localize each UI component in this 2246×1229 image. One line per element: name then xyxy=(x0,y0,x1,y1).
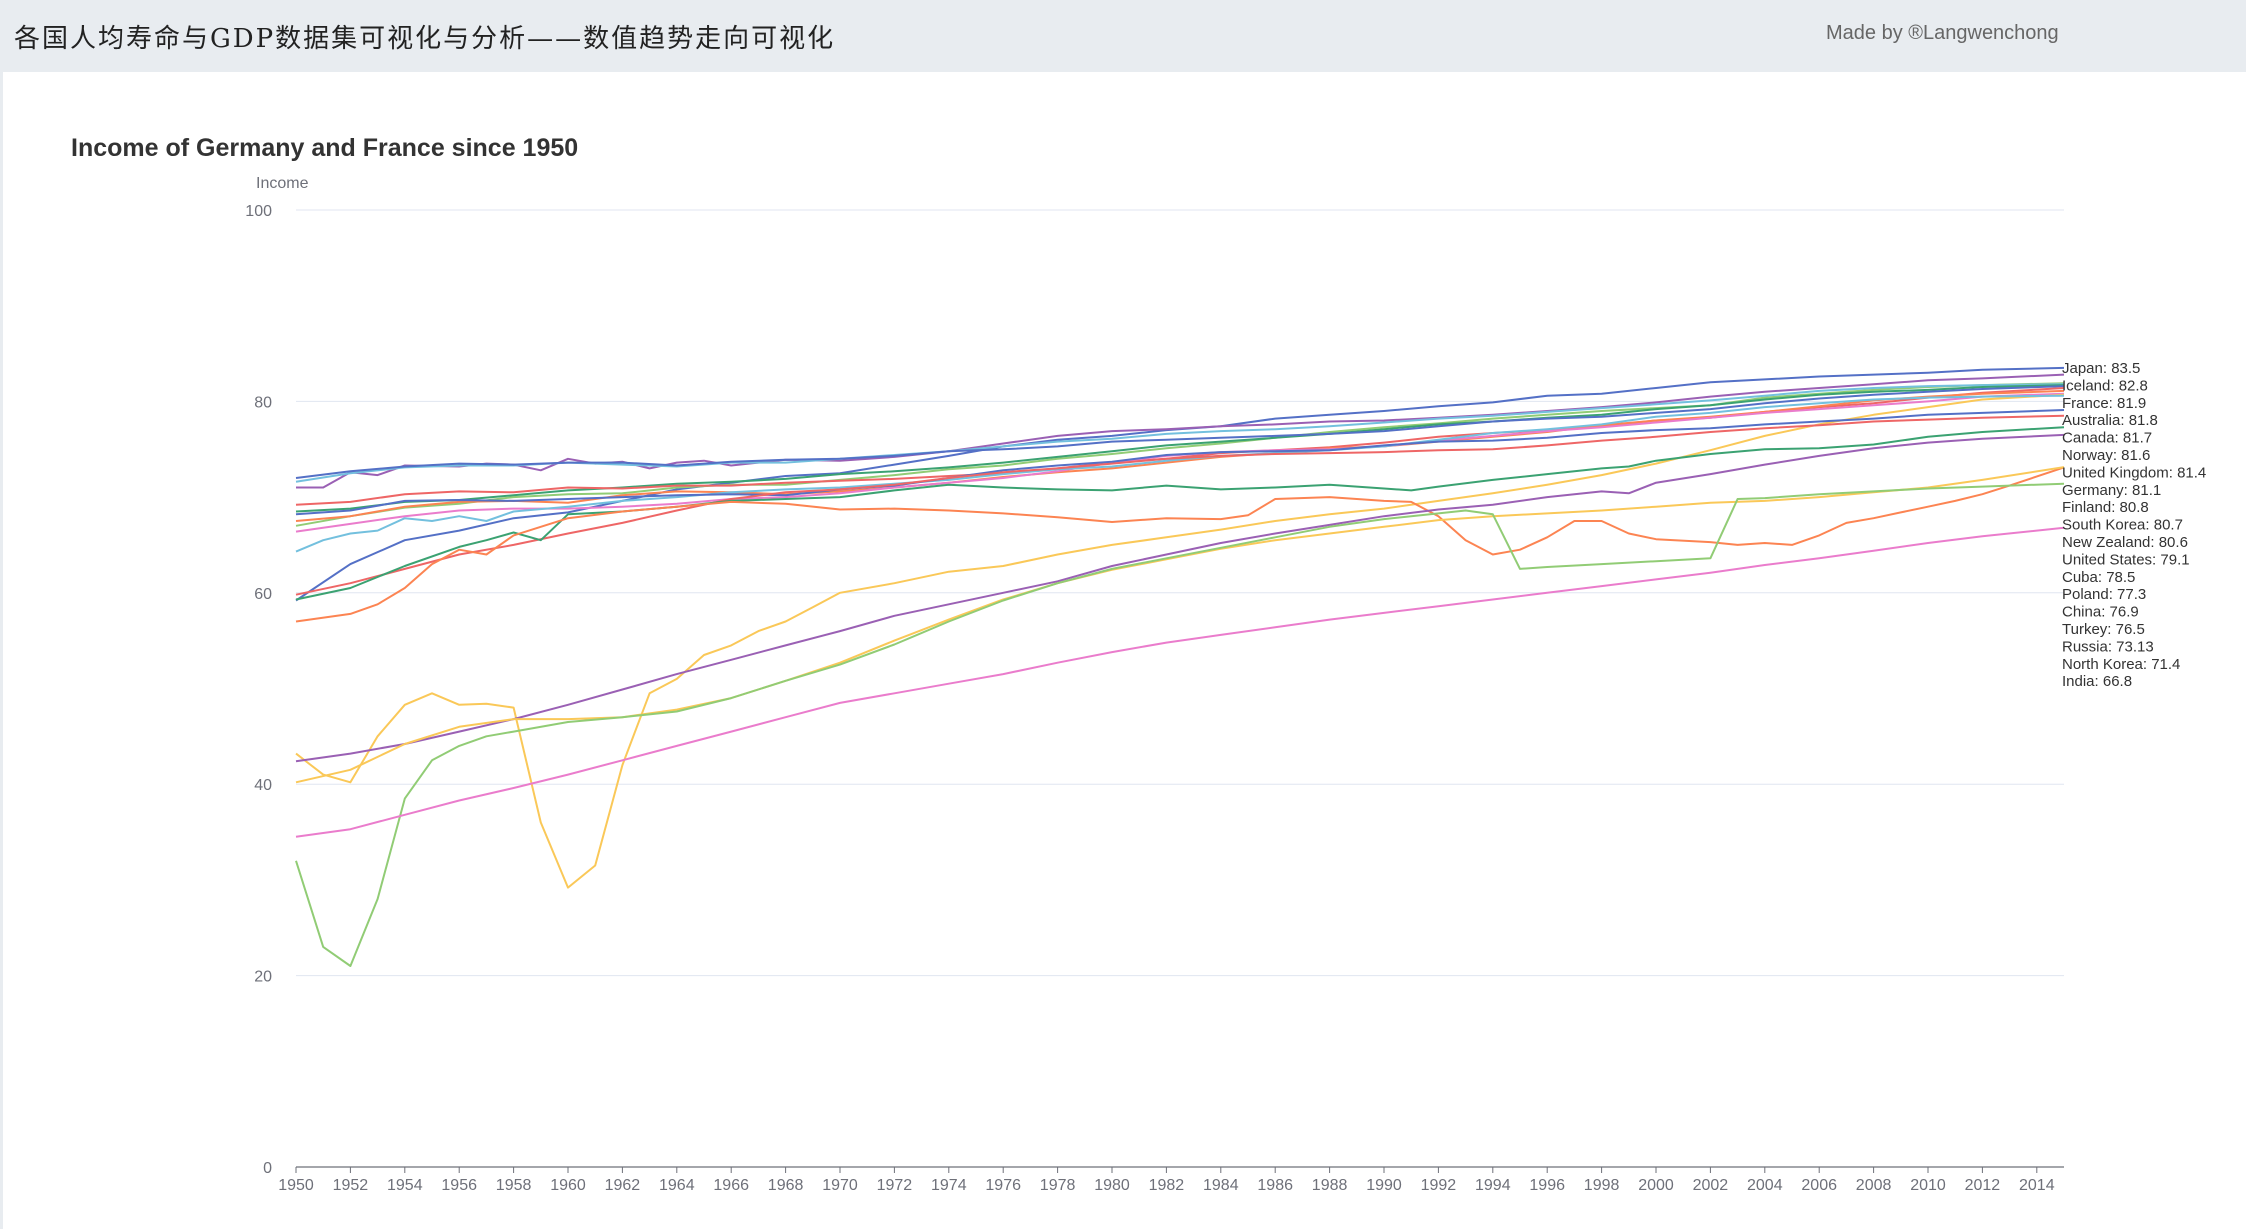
y-tick-label: 0 xyxy=(263,1160,272,1177)
x-tick-label: 2010 xyxy=(1910,1177,1946,1194)
x-tick-label: 1954 xyxy=(387,1177,423,1194)
x-tick-label: 1994 xyxy=(1475,1177,1511,1194)
x-tick-label: 1952 xyxy=(333,1177,369,1194)
series-line-iceland[interactable] xyxy=(296,373,2065,489)
end-label-united-states: United States: 79.1 xyxy=(2062,551,2190,568)
end-label-south-korea: South Korea: 80.7 xyxy=(2062,517,2183,534)
series-line-north-korea[interactable] xyxy=(295,482,2065,967)
x-tick-label: 2014 xyxy=(2019,1177,2055,1194)
x-tick-label: 1970 xyxy=(822,1177,858,1194)
x-tick-label: 1978 xyxy=(1040,1177,1076,1194)
x-tick-label: 1990 xyxy=(1366,1177,1402,1194)
end-label-france: France: 81.9 xyxy=(2062,395,2146,412)
series-line-south-korea[interactable] xyxy=(295,393,2065,889)
x-tick-label: 1956 xyxy=(441,1177,477,1194)
x-tick-label: 2012 xyxy=(1965,1177,2001,1194)
author-credit: Made by ®Langwenchong xyxy=(1826,22,2059,44)
grid-lines: 0 20 40 60 80 100 xyxy=(245,203,2064,1177)
x-tick-label: 1974 xyxy=(931,1177,967,1194)
end-label-turkey: Turkey: 76.5 xyxy=(2062,621,2145,638)
end-label-china: China: 76.9 xyxy=(2062,604,2139,621)
series-line-china[interactable] xyxy=(295,466,2065,623)
chart-title: Income of Germany and France since 1950 xyxy=(71,134,579,162)
series-group[interactable] xyxy=(295,366,2065,967)
y-axis-name: Income xyxy=(256,175,309,192)
end-label-russia: Russia: 73.13 xyxy=(2062,638,2154,655)
x-tick-label: 2004 xyxy=(1747,1177,1783,1194)
y-tick-label: 100 xyxy=(245,203,272,220)
x-tick-label: 1950 xyxy=(278,1177,314,1194)
x-tick-label: 1992 xyxy=(1421,1177,1457,1194)
end-label-poland: Poland: 77.3 xyxy=(2062,586,2146,603)
x-tick-label: 1984 xyxy=(1203,1177,1239,1194)
end-label-norway: Norway: 81.6 xyxy=(2062,447,2150,464)
series-line-poland[interactable] xyxy=(295,426,2065,601)
series-line-india[interactable] xyxy=(295,526,2065,838)
x-tick-label: 1982 xyxy=(1149,1177,1185,1194)
page-header: 各国人均寿命与GDP数据集可视化与分析——数值趋势走向可视化 Made by ®… xyxy=(0,0,2246,72)
y-tick-label: 60 xyxy=(254,586,272,603)
x-tick-label: 2006 xyxy=(1801,1177,1837,1194)
x-tick-label: 1998 xyxy=(1584,1177,1620,1194)
y-tick-label: 40 xyxy=(254,777,272,794)
end-label-iceland: Iceland: 82.8 xyxy=(2062,377,2148,394)
x-tick-label: 1996 xyxy=(1529,1177,1565,1194)
x-tick-label: 1972 xyxy=(877,1177,913,1194)
page-title: 各国人均寿命与GDP数据集可视化与分析——数值趋势走向可视化 xyxy=(14,24,836,54)
end-label-japan: Japan: 83.5 xyxy=(2062,360,2140,377)
series-line-australia[interactable] xyxy=(295,383,2065,483)
x-tick-label: 1962 xyxy=(605,1177,641,1194)
series-line-france[interactable] xyxy=(295,382,2065,527)
series-line-united-states[interactable] xyxy=(295,409,2065,516)
end-label-germany: Germany: 81.1 xyxy=(2062,482,2161,499)
end-label-cuba: Cuba: 78.5 xyxy=(2062,569,2135,586)
y-tick-label: 80 xyxy=(254,394,272,411)
end-label-finland: Finland: 80.8 xyxy=(2062,499,2149,516)
x-tick-label: 1980 xyxy=(1094,1177,1130,1194)
series-line-cuba[interactable] xyxy=(295,414,2065,596)
x-tick-label: 2002 xyxy=(1693,1177,1729,1194)
series-line-japan[interactable] xyxy=(295,366,2065,602)
series-line-turkey[interactable] xyxy=(295,433,2065,763)
x-tick-label: 1968 xyxy=(768,1177,804,1194)
end-label-north-korea: North Korea: 71.4 xyxy=(2062,656,2180,673)
end-label-new-zealand: New Zealand: 80.6 xyxy=(2062,534,2188,551)
end-label-canada: Canada: 81.7 xyxy=(2062,430,2152,447)
x-tick-label: 1966 xyxy=(713,1177,749,1194)
series-line-russia[interactable] xyxy=(295,466,2065,784)
end-label-india: India: 66.8 xyxy=(2062,673,2132,690)
x-tick-label: 1958 xyxy=(496,1177,532,1194)
series-line-canada[interactable] xyxy=(295,384,2065,513)
x-tick-label: 2000 xyxy=(1638,1177,1674,1194)
series-line-new-zealand[interactable] xyxy=(295,394,2065,553)
x-tick-label: 1986 xyxy=(1257,1177,1293,1194)
end-label-united-kingdom: United Kingdom: 81.4 xyxy=(2062,464,2206,481)
x-tick-label: 2008 xyxy=(1856,1177,1892,1194)
x-tick-label: 1960 xyxy=(550,1177,586,1194)
y-tick-label: 20 xyxy=(254,969,272,986)
series-line-norway[interactable] xyxy=(295,385,2065,479)
x-axis: 1950 1952 1954 1956 1958 1960 1962 1964 1966 1968… xyxy=(278,1166,2064,1194)
end-label-australia: Australia: 81.8 xyxy=(2062,412,2158,429)
x-tick-label: 1976 xyxy=(985,1177,1021,1194)
x-tick-label: 1964 xyxy=(659,1177,695,1194)
x-tick-label: 1988 xyxy=(1312,1177,1348,1194)
